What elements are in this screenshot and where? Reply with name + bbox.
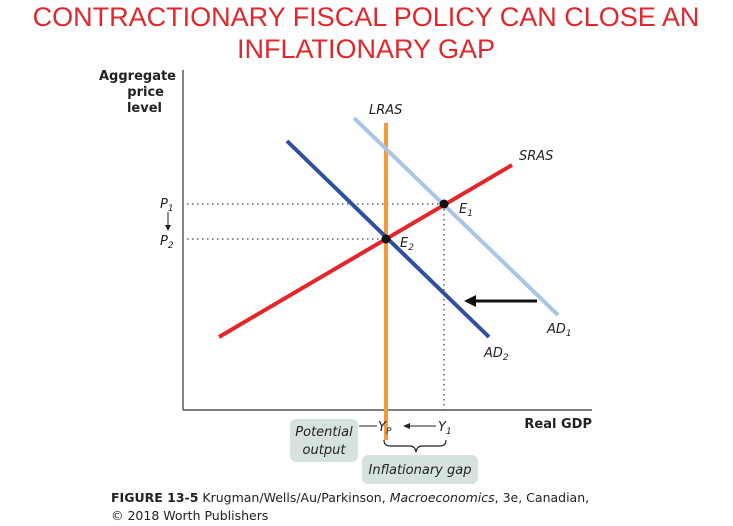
y1-label: Y1: [438, 420, 452, 437]
y-axis-label: level: [127, 101, 162, 116]
label-main: P: [160, 197, 168, 212]
ad1-label: AD1: [546, 322, 572, 339]
label-main: Y: [378, 420, 387, 435]
label-main: P: [160, 234, 168, 249]
label-sub: 2: [408, 243, 414, 253]
label-sub: 2: [503, 353, 509, 363]
figure-number: FIGURE 13-5: [111, 490, 198, 505]
p-arrowhead: [165, 225, 171, 231]
guides: [187, 203, 445, 410]
lras-label: LRAS: [369, 103, 402, 118]
label-main: AD: [483, 346, 503, 361]
point-e1: [439, 199, 449, 209]
caption-copyright: © 2018 Worth Publishers: [111, 508, 268, 523]
gap-brace: [383, 439, 447, 453]
note-line: output: [303, 443, 347, 458]
e2-label: E2: [400, 236, 414, 253]
caption-book: Macroeconomics: [390, 490, 495, 505]
y-axis-label: Aggregate: [99, 69, 176, 84]
gap-arrowhead: [403, 423, 410, 429]
potential-output-box: [290, 419, 358, 462]
label-main: Y: [438, 420, 447, 435]
label-sub: P: [386, 427, 392, 437]
label-main: E: [400, 236, 409, 251]
label-sub: 1: [446, 427, 452, 437]
note-line: Potential: [295, 425, 353, 440]
label-sub: 1: [467, 209, 473, 219]
caption-authors: Krugman/Wells/Au/Parkinson,: [202, 490, 385, 505]
p1-label: P1: [160, 197, 174, 214]
title-line: INFLATIONARY GAP: [237, 34, 495, 64]
label-sub: 2: [168, 241, 174, 251]
label-sub: 1: [566, 329, 572, 339]
caption-edition: , 3e, Canadian,: [495, 490, 589, 505]
label-sub: 1: [168, 204, 174, 214]
p2-label: P2: [160, 234, 174, 251]
yp-label: YP: [378, 420, 392, 437]
label-main: AD: [546, 322, 566, 337]
gap-label: Inflationary gap: [369, 463, 472, 478]
x-axis-label: Real GDP: [524, 417, 592, 432]
title-line: CONTRACTIONARY FISCAL POLICY CAN CLOSE A…: [33, 2, 700, 32]
ad1-curve: [352, 116, 560, 317]
caption-line: FIGURE 13-5 Krugman/Wells/Au/Parkinson, Ma…: [111, 490, 589, 505]
e1-label: E1: [459, 202, 473, 219]
label-main: E: [459, 202, 468, 217]
ad2-label: AD2: [483, 346, 509, 363]
shift-arrowhead: [464, 295, 476, 307]
gap-box: [362, 455, 478, 484]
point-e2: [381, 234, 391, 244]
y-axis-label: price: [127, 85, 164, 100]
sras-label: SRAS: [519, 149, 553, 164]
sras-curve: [217, 163, 514, 339]
